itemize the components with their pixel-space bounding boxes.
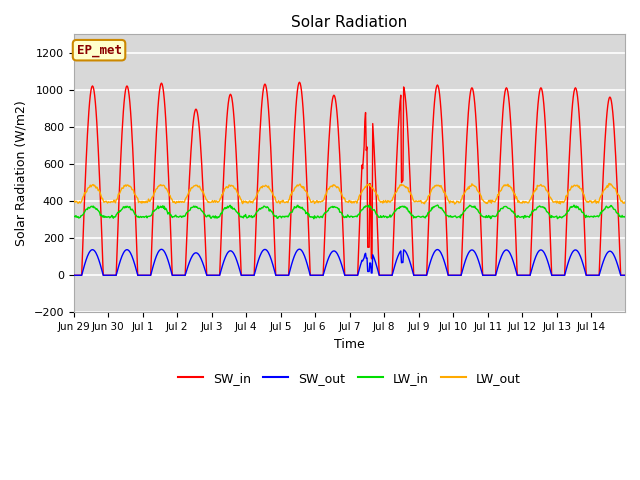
X-axis label: Time: Time (334, 337, 365, 351)
Title: Solar Radiation: Solar Radiation (291, 15, 408, 30)
Y-axis label: Solar Radiation (W/m2): Solar Radiation (W/m2) (15, 100, 28, 246)
Text: EP_met: EP_met (77, 44, 122, 57)
Legend: SW_in, SW_out, LW_in, LW_out: SW_in, SW_out, LW_in, LW_out (173, 367, 526, 390)
